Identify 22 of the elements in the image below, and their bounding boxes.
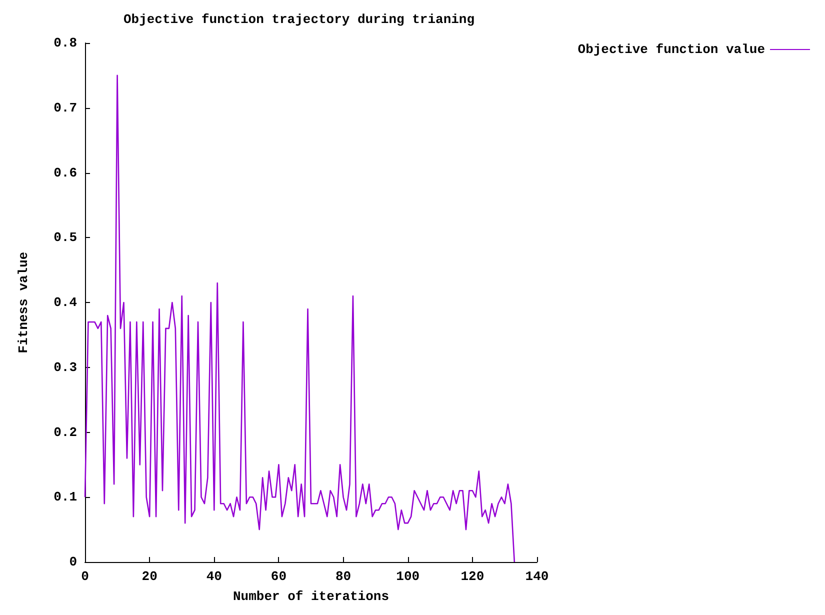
y-tick-label: 0 bbox=[69, 554, 78, 570]
line-series bbox=[84, 74, 516, 563]
y-tick-label: 0.2 bbox=[54, 424, 78, 440]
y-tick-label: 0.7 bbox=[54, 100, 77, 116]
x-tick-label: 20 bbox=[142, 569, 158, 584]
y-tick-label: 0.5 bbox=[54, 230, 78, 246]
y-tick-label: 0.8 bbox=[54, 36, 78, 50]
x-tick-label: 80 bbox=[335, 569, 352, 584]
y-tick-label: 0.6 bbox=[54, 165, 78, 180]
y-tick-label: 0.1 bbox=[54, 490, 78, 505]
x-tick-label: 140 bbox=[525, 569, 549, 584]
y-tick-label: 0.4 bbox=[54, 295, 78, 310]
chart-title: Objective function trajectory during trianing bbox=[123, 12, 475, 27]
x-tick-label: 40 bbox=[206, 569, 222, 584]
x-tick-label: 60 bbox=[270, 569, 287, 584]
legend-label: Objective function value bbox=[578, 42, 766, 57]
x-tick-label: 0 bbox=[81, 569, 90, 584]
x-axis-title: Number of iterations bbox=[232, 589, 390, 604]
y-axis-title: Fitness value bbox=[16, 252, 31, 354]
x-tick-label: 100 bbox=[396, 569, 420, 584]
x-tick-label: 120 bbox=[460, 569, 484, 584]
y-tick-label: 0.3 bbox=[54, 360, 78, 375]
